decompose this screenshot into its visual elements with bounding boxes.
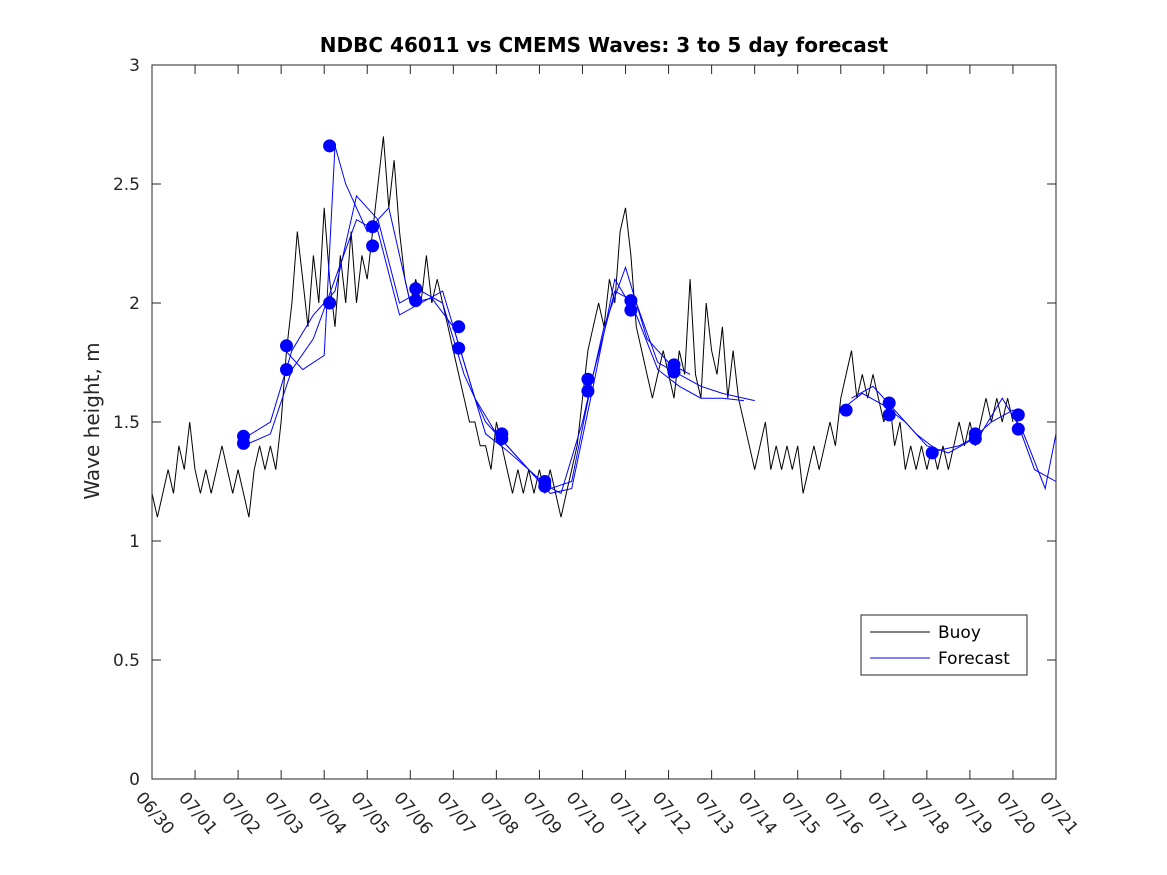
forecast-marker-23	[839, 403, 853, 417]
forecast-marker-29	[1011, 408, 1025, 422]
forecast-marker-26	[925, 446, 939, 460]
forecast-marker-7	[366, 220, 380, 234]
forecast-marker-14	[495, 432, 509, 446]
forecast-marker-22	[667, 365, 681, 379]
forecast-series-line-3	[280, 145, 691, 495]
forecast-marker-9	[409, 282, 423, 296]
legend-forecast-label: Forecast	[938, 649, 1010, 669]
forecast-marker-2	[237, 436, 250, 450]
y-tick-label-4: 2	[129, 294, 140, 314]
forecast-series-line-2	[243, 218, 744, 494]
forecast-marker-3	[280, 339, 293, 353]
y-tick-label-1: 0.5	[113, 651, 140, 671]
forecast-marker-20	[624, 303, 638, 317]
buoy-series-line	[151, 136, 1014, 518]
forecast-marker-6	[323, 296, 337, 310]
forecast-marker-16	[538, 479, 552, 493]
forecast-marker-19	[624, 294, 638, 308]
forecast-marker-17	[581, 372, 595, 386]
forecast-marker-10	[409, 294, 423, 308]
y-axis-label: Wave height, m	[80, 342, 104, 499]
forecast-marker-25	[882, 408, 896, 422]
forecast-marker-8	[366, 239, 380, 253]
forecast-marker-12	[452, 341, 466, 355]
y-tick-label-0: 0	[129, 770, 140, 790]
legend-box	[860, 614, 1028, 676]
forecast-marker-30	[1011, 422, 1025, 436]
forecast-marker-5	[323, 139, 337, 153]
legend-buoy-label: Buoy	[938, 623, 981, 643]
forecast-marker-28	[968, 432, 982, 446]
y-tick-label-3: 1.5	[113, 413, 140, 433]
forecast-marker-18	[581, 384, 595, 398]
legend: Buoy Forecast	[860, 614, 1028, 676]
y-tick-label-5: 2.5	[113, 175, 140, 195]
forecast-marker-11	[452, 320, 466, 334]
y-tick-label-6: 3	[129, 56, 140, 76]
plot-area	[151, 136, 1057, 518]
forecast-marker-4	[280, 363, 293, 377]
chart-title: NDBC 46011 vs CMEMS Waves: 3 to 5 day fo…	[320, 33, 889, 57]
forecast-marker-24	[882, 396, 896, 410]
y-tick-label-2: 1	[129, 532, 140, 552]
